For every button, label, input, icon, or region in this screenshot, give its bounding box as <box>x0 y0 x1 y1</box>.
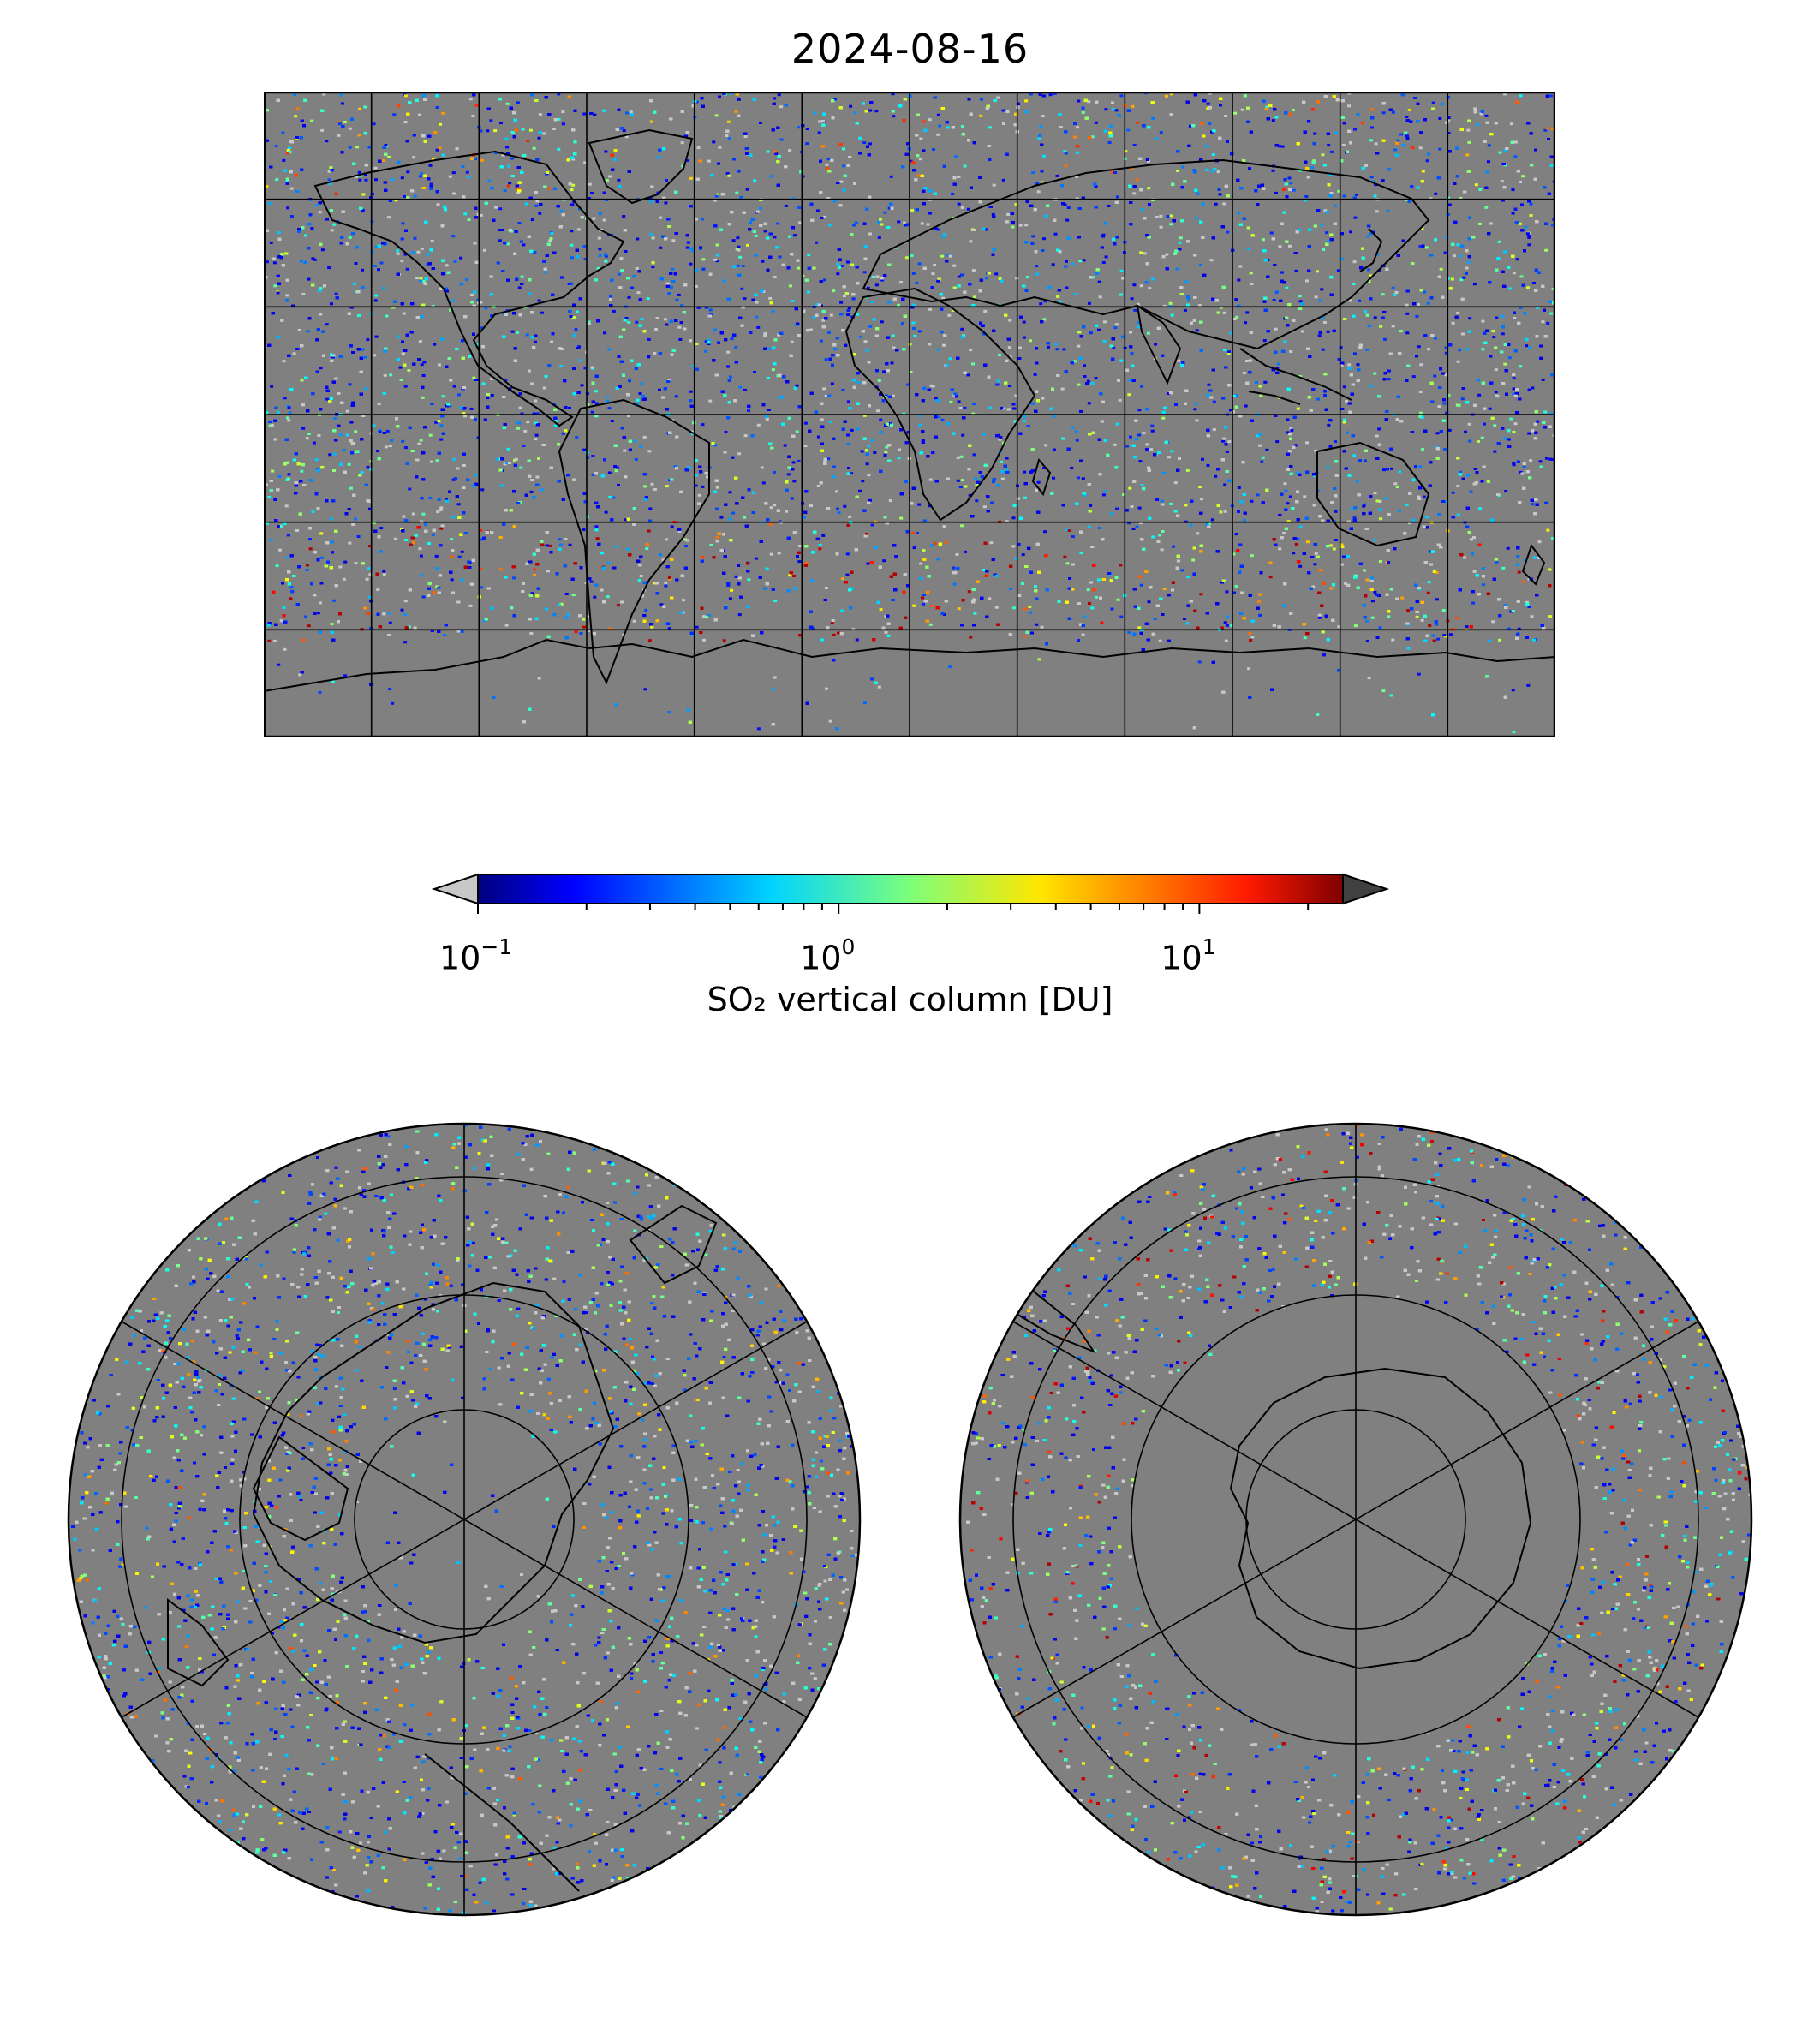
south-polar-map <box>958 1122 1753 1917</box>
colorbar-graphic <box>431 873 1390 914</box>
colorbar-gradient <box>477 874 1344 904</box>
figure-title: 2024-08-16 <box>0 26 1820 72</box>
colorbar: 10−1 100 101 <box>428 869 1392 1032</box>
map-frame <box>264 92 1555 737</box>
polar-frame <box>958 1122 1753 1917</box>
colorbar-tick-label: 10−1 <box>439 934 512 977</box>
so2-pixel-field <box>966 1124 1751 1913</box>
coastlines <box>264 128 1555 692</box>
global-map <box>264 92 1555 737</box>
gridlines <box>121 1124 808 1915</box>
colorbar-ticks <box>477 904 1310 914</box>
coastlines <box>167 1204 718 1892</box>
so2-pixel-field <box>71 1124 860 1915</box>
gridlines <box>264 92 1555 737</box>
north-polar-map <box>67 1122 862 1917</box>
colorbar-label: SO₂ vertical column [DU] <box>0 981 1820 1018</box>
so2-pixel-field <box>264 92 1555 734</box>
colorbar-under-triangle <box>431 873 479 905</box>
colorbar-tick-label: 100 <box>800 934 855 977</box>
colorbar-tick-label: 101 <box>1161 934 1215 977</box>
colorbar-over-triangle <box>1342 873 1390 905</box>
polar-frame <box>67 1122 862 1917</box>
gridlines <box>1012 1124 1699 1915</box>
